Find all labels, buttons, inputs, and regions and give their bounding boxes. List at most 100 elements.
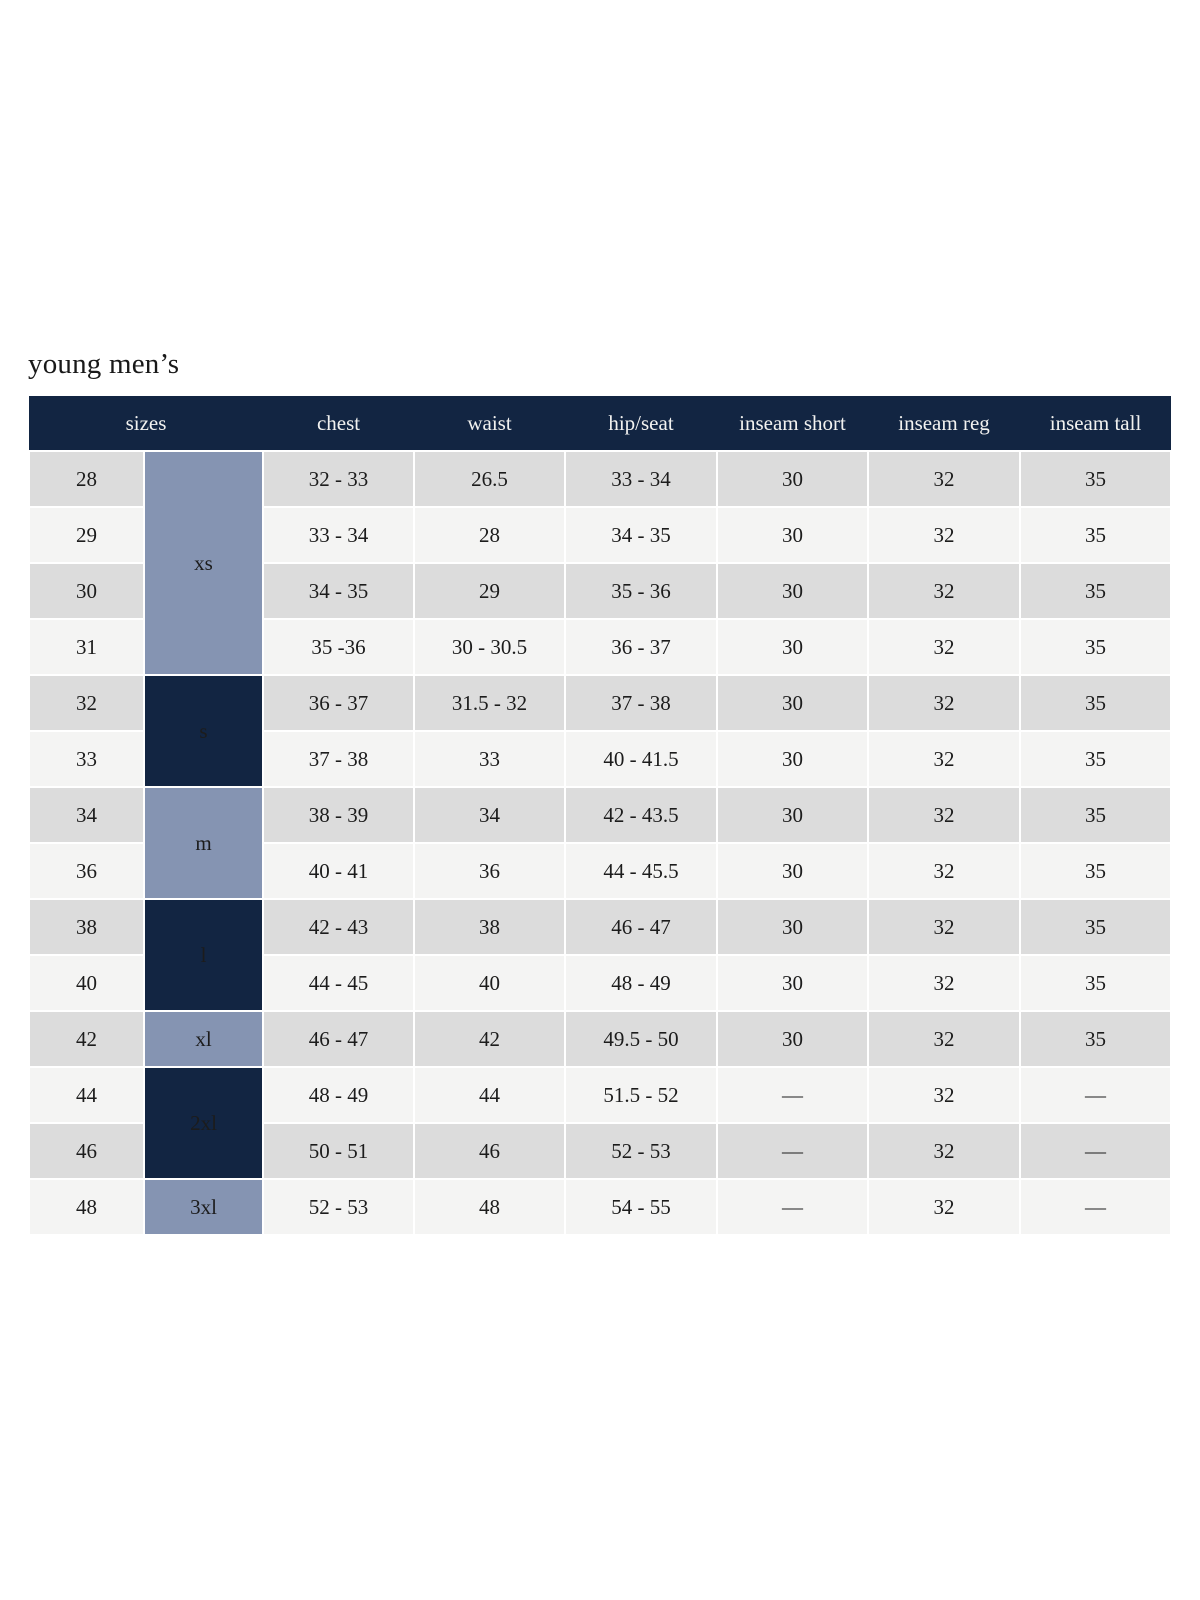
size-group-cell: xs	[142, 450, 265, 676]
inseam-reg-cell: 32	[867, 842, 1022, 900]
column-header-sizes: sizes	[29, 396, 264, 451]
waist-cell: 34	[413, 786, 567, 844]
chest-cell: 38 - 39	[262, 786, 416, 844]
table-header: sizes chest waist hip/seat inseam short …	[29, 396, 1172, 451]
chest-cell: 48 - 49	[262, 1066, 416, 1124]
inseam-tall-cell: 35	[1019, 674, 1173, 732]
hip-seat-cell: 44 - 45.5	[564, 842, 719, 900]
inseam-reg-cell: 32	[867, 618, 1022, 676]
inseam-reg-cell: 32	[867, 506, 1022, 564]
size-cell: 40	[28, 954, 145, 1012]
inseam-tall-cell: 35	[1019, 562, 1173, 620]
size-chart-table: sizes chest waist hip/seat inseam short …	[28, 396, 1173, 1236]
table-row: 44 2xl 48 - 49 44 51.5 - 52—32—	[28, 1066, 1173, 1180]
inseam-short-cell: 30	[716, 506, 870, 564]
hip-seat-cell: 49.5 - 50	[564, 1010, 719, 1068]
table-row: 38 l 42 - 43 38 46 - 47 30 32 35	[28, 898, 1173, 1012]
inseam-reg-cell: 32	[867, 1178, 1022, 1236]
inseam-short-cell: 30	[716, 450, 870, 508]
waist-cell: 33	[413, 730, 567, 788]
chest-cell: 50 - 51	[262, 1122, 416, 1180]
size-cell: 30	[28, 562, 145, 620]
inseam-reg-cell: 32	[867, 1122, 1022, 1180]
size-group-cell: 3xl	[142, 1178, 265, 1236]
table-row: 28 xs 32 - 33 26.5 33 - 34 30 32 35	[28, 450, 1173, 676]
waist-cell: 46	[413, 1122, 567, 1180]
hip-seat-cell: 36 - 37	[564, 618, 719, 676]
column-header-chest: chest	[263, 396, 415, 451]
table-row: 29 33 - 34 28 34 - 35 30 32 35	[28, 506, 1173, 564]
inseam-tall-cell: 35	[1019, 618, 1173, 676]
inseam-tall-cell: 35	[1019, 450, 1173, 508]
waist-cell: 26.5	[413, 450, 567, 508]
chest-cell: 36 - 37	[262, 674, 416, 732]
table-row: 30 34 - 35 29 35 - 36 30 32 35	[28, 562, 1173, 620]
inseam-tall-cell: —	[1019, 1122, 1173, 1180]
inseam-tall-cell: 35	[1019, 842, 1173, 900]
chest-cell: 37 - 38	[262, 730, 416, 788]
column-header-hip-seat: hip/seat	[565, 396, 718, 451]
size-group-cell: xl	[142, 1010, 265, 1068]
chest-cell: 33 - 34	[262, 506, 416, 564]
hip-seat-cell: 42 - 43.5	[564, 786, 719, 844]
waist-cell: 40	[413, 954, 567, 1012]
table-row: 48 3xl 52 - 53 48 54 - 55—32—	[28, 1178, 1173, 1236]
inseam-reg-cell: 32	[867, 954, 1022, 1012]
inseam-short-cell: 30	[716, 954, 870, 1012]
hip-seat-cell: 37 - 38	[564, 674, 719, 732]
inseam-tall-cell: 35	[1019, 730, 1173, 788]
size-group-cell: l	[142, 898, 265, 1012]
size-cell: 48	[28, 1178, 145, 1236]
chest-cell: 44 - 45	[262, 954, 416, 1012]
chest-cell: 35 -36	[262, 618, 416, 676]
column-header-waist: waist	[414, 396, 566, 451]
column-header-inseam-short: inseam short	[717, 396, 869, 451]
chest-cell: 34 - 35	[262, 562, 416, 620]
table-row: 46 50 - 51 46 52 - 53—32—	[28, 1122, 1173, 1180]
waist-cell: 30 - 30.5	[413, 618, 567, 676]
size-group-cell: m	[142, 786, 265, 900]
waist-cell: 31.5 - 32	[413, 674, 567, 732]
size-cell: 44	[28, 1066, 145, 1124]
table-row: 32 s 36 - 37 31.5 - 32 37 - 38 30 32 35	[28, 674, 1173, 788]
inseam-short-cell: 30	[716, 730, 870, 788]
inseam-short-cell: —	[716, 1178, 870, 1236]
hip-seat-cell: 46 - 47	[564, 898, 719, 956]
table-row: 31 35 -36 30 - 30.5 36 - 37 30 32 35	[28, 618, 1173, 676]
table-row: 40 44 - 45 40 48 - 49 30 32 35	[28, 954, 1173, 1012]
waist-cell: 42	[413, 1010, 567, 1068]
chest-cell: 46 - 47	[262, 1010, 416, 1068]
inseam-reg-cell: 32	[867, 730, 1022, 788]
waist-cell: 28	[413, 506, 567, 564]
chest-cell: 40 - 41	[262, 842, 416, 900]
inseam-short-cell: —	[716, 1122, 870, 1180]
size-cell: 28	[28, 450, 145, 508]
inseam-short-cell: 30	[716, 562, 870, 620]
inseam-short-cell: 30	[716, 1010, 870, 1068]
size-cell: 36	[28, 842, 145, 900]
inseam-tall-cell: —	[1019, 1178, 1173, 1236]
inseam-tall-cell: 35	[1019, 954, 1173, 1012]
inseam-reg-cell: 32	[867, 450, 1022, 508]
size-group-cell: 2xl	[142, 1066, 265, 1180]
inseam-reg-cell: 32	[867, 786, 1022, 844]
inseam-reg-cell: 32	[867, 562, 1022, 620]
hip-seat-cell: 35 - 36	[564, 562, 719, 620]
inseam-reg-cell: 32	[867, 1066, 1022, 1124]
inseam-short-cell: 30	[716, 786, 870, 844]
waist-cell: 44	[413, 1066, 567, 1124]
chest-cell: 42 - 43	[262, 898, 416, 956]
size-group-cell: s	[142, 674, 265, 788]
inseam-tall-cell: —	[1019, 1066, 1173, 1124]
hip-seat-cell: 34 - 35	[564, 506, 719, 564]
table-row: 42 xl 46 - 47 42 49.5 - 50 30 32 35	[28, 1010, 1173, 1068]
size-cell: 29	[28, 506, 145, 564]
size-cell: 38	[28, 898, 145, 956]
size-cell: 31	[28, 618, 145, 676]
hip-seat-cell: 54 - 55	[564, 1178, 719, 1236]
waist-cell: 48	[413, 1178, 567, 1236]
hip-seat-cell: 51.5 - 52	[564, 1066, 719, 1124]
inseam-short-cell: 30	[716, 618, 870, 676]
inseam-short-cell: 30	[716, 674, 870, 732]
inseam-tall-cell: 35	[1019, 898, 1173, 956]
